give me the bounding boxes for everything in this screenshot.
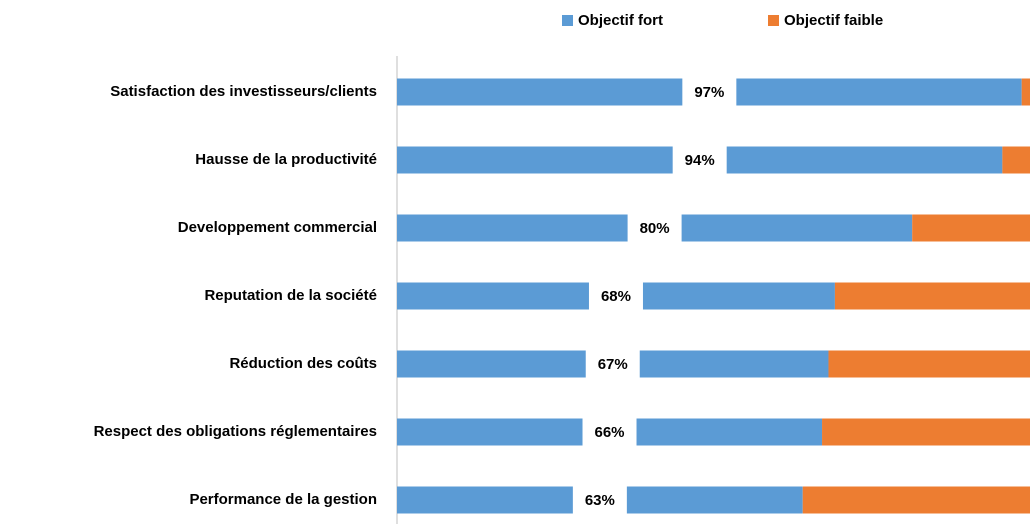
data-label-box [588, 282, 643, 310]
bar-segment [834, 282, 1030, 310]
data-label-box [585, 350, 640, 378]
category-label: Developpement commercial [178, 219, 377, 236]
legend-swatch [768, 15, 779, 26]
data-label: 94% [685, 152, 715, 169]
data-label: 68% [601, 288, 631, 305]
category-label: Respect des obligations réglementaires [94, 423, 377, 440]
legend-label: Objectif fort [578, 12, 663, 29]
category-label: Reputation de la société [204, 287, 377, 304]
data-label-box [682, 78, 737, 106]
bar-segment [1021, 78, 1030, 106]
category-label: Réduction des coûts [229, 355, 377, 372]
data-label: 66% [595, 424, 625, 441]
bar-segment [828, 350, 1030, 378]
category-label: Satisfaction des investisseurs/clients [110, 83, 377, 100]
data-label: 80% [640, 220, 670, 237]
legend-swatch [562, 15, 573, 26]
data-label-box [627, 214, 682, 242]
bar-segment [912, 214, 1030, 242]
category-label: Hausse de la productivité [195, 151, 377, 168]
category-label: Performance de la gestion [189, 491, 377, 508]
bar-segment [1002, 146, 1030, 174]
legend-label: Objectif faible [784, 12, 883, 29]
data-label: 63% [585, 492, 615, 509]
bar-segment [822, 418, 1030, 446]
data-label-box [672, 146, 727, 174]
data-label-box [582, 418, 637, 446]
data-label: 67% [598, 356, 628, 373]
data-label-box [572, 486, 627, 514]
bar-segment [802, 486, 1030, 514]
data-label: 97% [694, 84, 724, 101]
